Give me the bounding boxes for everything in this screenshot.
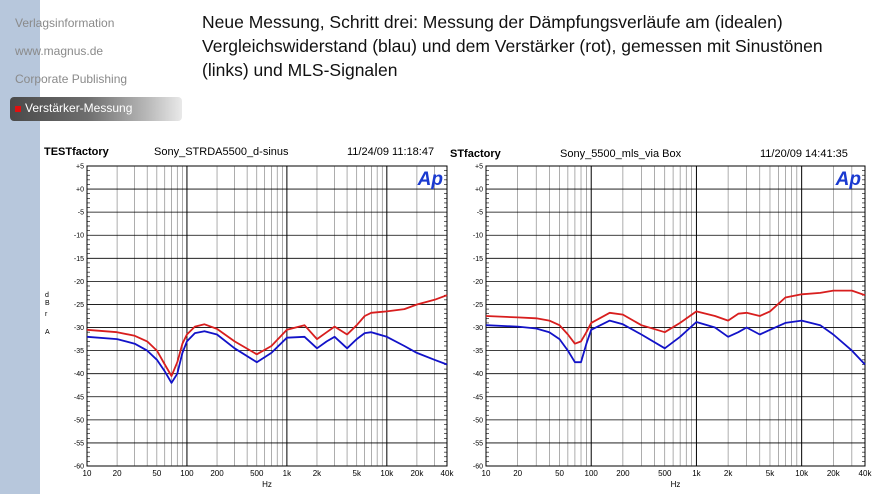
y-tick-label: -10 [74,233,84,240]
sidebar-background [0,0,40,494]
x-tick-label: 100 [180,469,194,478]
chart2-header-title: Sony_5500_mls_via Box [560,148,682,160]
x-tick-label: 10 [83,469,92,478]
y-tick-label: -45 [74,394,84,401]
nav-item-verstaerker-messung[interactable]: Verstärker-Messung [10,97,182,121]
y-tick-label: +5 [76,164,84,171]
x-tick-label: 5k [353,469,362,478]
x-tick-label: 200 [210,469,224,478]
x-tick-label: 100 [585,469,599,478]
y-tick-label: -50 [473,417,483,424]
y-tick-label: -60 [473,464,483,471]
x-tick-label: 20k [827,469,841,478]
y-axis-label: A [45,329,50,336]
x-tick-label: 50 [152,469,161,478]
x-tick-label: 20k [410,469,424,478]
chart1-header-date: 11/24/09 11:18:47 [347,146,435,158]
y-tick-label: -25 [473,302,483,309]
chart1-header-left: TESTfactory [44,146,109,158]
y-tick-label: -40 [74,371,84,378]
x-tick-label: 5k [766,469,775,478]
y-axis-label: r [45,311,48,318]
ap-logo-icon: Ap [835,169,861,190]
series-reference-line [86,330,448,384]
y-tick-label: -40 [473,371,483,378]
x-tick-label: 20 [113,469,122,478]
x-tick-label: 10k [795,469,809,478]
x-tick-label: 2k [724,469,733,478]
nav-item-corporate-publishing[interactable]: Corporate Publishing [15,72,128,86]
plot-frame [86,165,448,467]
x-axis-label: Hz [671,480,681,489]
chart2-header-date: 11/20/09 14:41:35 [760,148,848,160]
y-tick-label: -35 [74,348,84,355]
x-tick-label: 2k [313,469,322,478]
y-tick-label: +0 [76,187,84,194]
y-tick-label: -10 [473,233,483,240]
y-tick-label: -5 [78,210,84,217]
x-tick-label: 20 [513,469,522,478]
y-tick-label: +5 [475,164,483,171]
page-headline: Neue Messung, Schritt drei: Messung der … [202,12,823,80]
y-tick-label: -55 [473,440,483,447]
y-tick-label: -35 [473,348,483,355]
y-axis-label: B [45,300,50,307]
y-tick-label: -15 [74,256,84,263]
chart1-header-title: Sony_STRDA5500_d-sinus [154,146,289,158]
y-tick-label: -55 [74,440,84,447]
y-tick-label: -30 [473,325,483,332]
x-tick-label: 500 [250,469,264,478]
x-tick-label: 10 [482,469,491,478]
x-tick-label: 10k [380,469,394,478]
x-tick-label: 40k [441,469,455,478]
x-tick-label: 1k [283,469,292,478]
chart2-header-left: STfactory [450,148,501,160]
y-tick-label: -5 [477,210,483,217]
ap-logo-icon: Ap [417,169,443,190]
nav-item-website[interactable]: www.magnus.de [15,44,104,58]
x-axis-label: Hz [262,480,272,489]
y-tick-label: +0 [475,187,483,194]
series-amplifier-line [485,289,866,345]
x-tick-label: 1k [692,469,701,478]
y-tick-label: -30 [74,325,84,332]
y-tick-label: -60 [74,464,84,471]
active-bullet-icon [15,106,21,112]
x-tick-label: 40k [859,469,873,478]
series-amplifier-line [86,294,448,377]
y-tick-label: -45 [473,394,483,401]
y-tick-label: -20 [473,279,483,286]
x-tick-label: 50 [555,469,564,478]
y-tick-label: -25 [74,302,84,309]
y-tick-label: -20 [74,279,84,286]
x-tick-label: 500 [658,469,672,478]
y-tick-label: -15 [473,256,483,263]
plot-frame [485,165,866,467]
nav-item-active-label: Verstärker-Messung [25,101,133,115]
y-tick-label: -50 [74,417,84,424]
y-axis-label: d [45,292,49,299]
series-reference-line [485,319,866,366]
nav-item-verlagsinformation[interactable]: Verlagsinformation [15,16,115,30]
x-tick-label: 200 [616,469,630,478]
